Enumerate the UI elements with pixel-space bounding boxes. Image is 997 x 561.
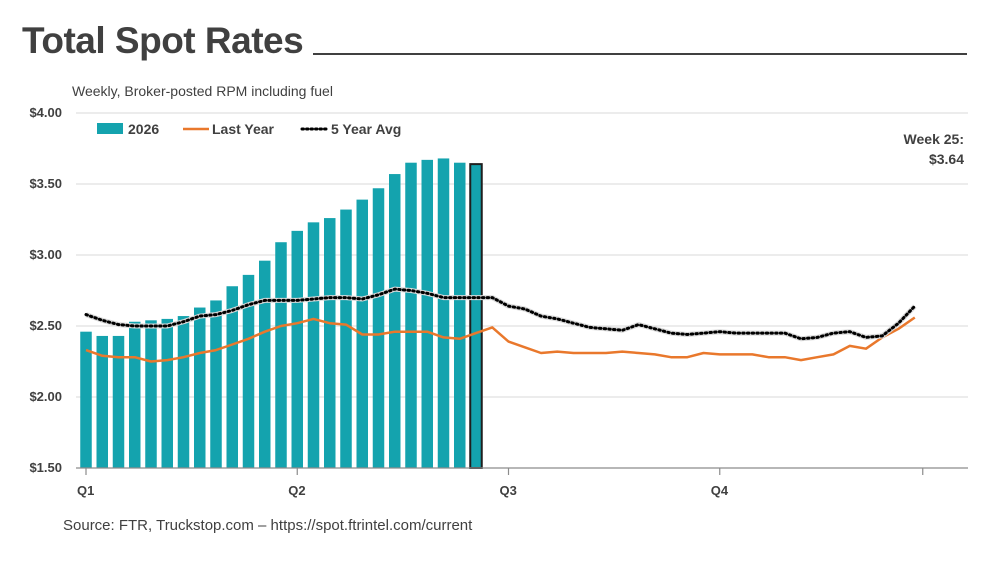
gridlines [76,112,968,398]
bar [112,335,125,468]
x-tick-label: Q3 [500,483,517,498]
legend-label-2026: 2026 [128,121,159,137]
bar [454,162,466,468]
bar [275,242,287,468]
y-tick-label: $2.00 [29,389,62,404]
y-tick-label: $4.00 [29,105,62,120]
bar [129,321,141,468]
legend: 2026 Last Year 5 Year Avg [97,121,401,137]
source-note: Source: FTR, Truckstop.com – https://spo… [63,517,473,534]
bar [372,188,385,468]
legend-swatch-2026 [97,123,123,134]
bar [389,174,401,468]
bar [161,318,173,468]
axes: $1.50 $2.00 $2.50 $3.00 $3.50 $4.00 Q1 Q2 Q3 Q4 [29,105,968,498]
bar [307,222,320,468]
callout-week-label: Week 25: [904,131,964,147]
bar [242,274,255,468]
y-tick-label: $3.50 [29,176,62,191]
legend-label-5-year-avg: 5 Year Avg [331,121,401,137]
bar [421,159,433,469]
bar [194,307,206,468]
bar [324,218,336,468]
line-5-year-avg [84,287,917,341]
bar [177,316,190,468]
bar-series-2026 [80,158,483,469]
bar [145,320,157,468]
y-tick-label: $2.50 [29,318,62,333]
bar [259,260,271,468]
bar [80,331,92,468]
bar [405,162,417,468]
chart-title: Total Spot Rates [22,20,304,61]
x-tick-label: Q2 [288,483,305,498]
x-tick-label: Q4 [711,483,729,498]
y-tick-label: $3.00 [29,247,62,262]
x-tick-label: Q1 [77,483,94,498]
line-last-year [85,316,916,363]
callout-value-label: $3.64 [929,151,964,167]
title-underline [313,53,967,55]
bar-highlighted-week [469,163,483,469]
week-callout: Week 25: $3.64 [904,131,965,167]
bar [437,158,450,468]
bar [226,286,238,468]
legend-label-last-year: Last Year [212,121,275,137]
bar [340,209,352,468]
chart-subtitle: Weekly, Broker-posted RPM including fuel [72,83,333,99]
bar [291,230,303,468]
bar [210,300,222,468]
bar [96,335,108,468]
line-series [84,286,917,363]
y-tick-label: $1.50 [29,460,62,475]
